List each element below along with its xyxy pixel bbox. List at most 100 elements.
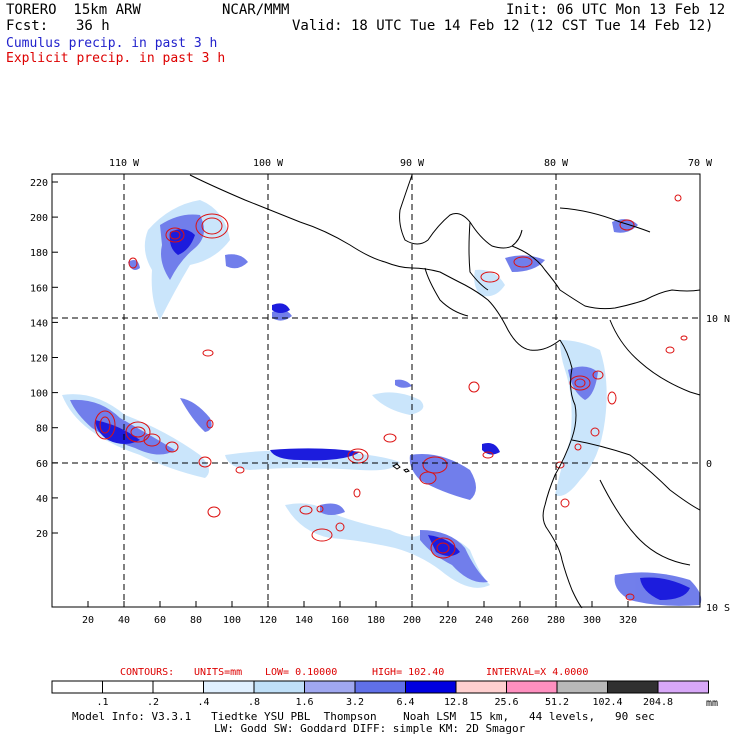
precip-area: [128, 260, 140, 270]
colorbar-swatch: [304, 680, 356, 694]
legend-explicit: Explicit precip. in past 3 h: [6, 51, 226, 66]
colorbar-swatch: [203, 680, 255, 694]
precip-contour: [468, 381, 480, 393]
coastline-yucatan: [469, 221, 523, 249]
colorbar-swatch: [405, 680, 457, 694]
colorbar-swatch: [455, 680, 507, 694]
border-3: [571, 439, 701, 511]
border-4: [609, 319, 701, 396]
model-info-line2: LW: Godd SW: Goddard DIFF: simple KM: 2D…: [214, 722, 526, 735]
precip-contour: [680, 335, 688, 341]
model-info-line1: Model Info: V3.3.1 Tiedtke YSU PBL Thomp…: [72, 710, 655, 723]
colorbar-label: 204.8: [643, 697, 673, 708]
precip-contour: [311, 528, 333, 542]
precip-contour: [206, 419, 214, 429]
precip-contour: [299, 505, 313, 515]
forecast-hours: 36 h: [76, 18, 110, 34]
colorbar-swatch: [102, 680, 154, 694]
border-5: [599, 479, 691, 566]
x-tick-label: 180: [367, 615, 385, 626]
precip-contour: [422, 456, 448, 474]
precip-contour: [430, 537, 456, 559]
precip-contour: [619, 219, 635, 231]
valid-time: Valid: 18 UTC Tue 14 Feb 12 (12 CST Tue …: [292, 18, 714, 34]
precip-contour: [482, 451, 494, 459]
colorbar-label: 102.4: [592, 697, 622, 708]
precip-contour: [130, 426, 146, 438]
lat-label: 10 N: [706, 314, 730, 325]
precip-area: [372, 392, 424, 415]
colorbar-label: 6.4: [396, 697, 414, 708]
precip-contour: [202, 349, 214, 357]
precip-area: [395, 379, 412, 388]
colorbar-label: .1: [96, 697, 108, 708]
x-tick-label: 40: [118, 615, 130, 626]
precip-contour: [574, 443, 582, 451]
precip-contour: [625, 593, 635, 601]
x-tick-label: 240: [475, 615, 493, 626]
colorbar-swatch: [152, 680, 204, 694]
x-tick-label: 280: [547, 615, 565, 626]
lat-label: 0: [706, 459, 712, 470]
precip-contour: [383, 433, 397, 443]
precip-area: [180, 398, 212, 432]
precip-contour: [352, 451, 364, 461]
precip-contour: [513, 256, 533, 268]
precip-contour: [201, 217, 223, 235]
x-tick-label: 160: [331, 615, 349, 626]
model-name: TORERO 15km ARW: [6, 2, 141, 18]
x-tick-label: 140: [295, 615, 313, 626]
lon-label: 80 W: [544, 158, 569, 169]
lon-label: 110 W: [109, 158, 140, 169]
coastline-colombia: [542, 339, 583, 609]
precip-area: [555, 340, 607, 496]
lon-label: 100 W: [253, 158, 284, 169]
forecast-label: Fcst:: [6, 18, 49, 34]
x-tick-label: 20: [82, 615, 94, 626]
precip-contour: [353, 488, 361, 498]
y-tick-label: 200: [30, 213, 48, 224]
precip-contour: [480, 271, 500, 283]
x-tick-label: 200: [403, 615, 421, 626]
precip-area: [640, 577, 690, 600]
precip-area: [409, 454, 476, 500]
precip-contour: [674, 194, 682, 202]
y-tick-label: 140: [30, 318, 48, 329]
precip-area: [568, 366, 598, 400]
precip-contour: [143, 433, 161, 447]
colorbar-label: 25.6: [494, 697, 518, 708]
y-tick-label: 160: [30, 283, 48, 294]
x-tick-label: 100: [223, 615, 241, 626]
colorbar-swatch: [506, 680, 558, 694]
precip-area: [225, 450, 400, 471]
colorbar-swatch: [607, 680, 659, 694]
precip-contour: [198, 456, 212, 468]
colorbar-label: 1.6: [295, 697, 313, 708]
x-tick-label: 80: [190, 615, 202, 626]
graticule: [52, 174, 700, 607]
precip-contour: [665, 346, 675, 354]
colorbar-swatch: [657, 680, 709, 694]
lat-label: 10 S: [706, 603, 730, 614]
precip-area: [320, 503, 345, 515]
coastlines: [189, 174, 701, 609]
colorbar-unit: mm: [706, 698, 718, 709]
x-tick-label: 300: [583, 615, 601, 626]
precip-contour: [592, 370, 604, 380]
x-tick-label: 320: [619, 615, 637, 626]
colorbar-label: 3.2: [346, 697, 364, 708]
precip-area: [169, 229, 195, 255]
colorbar-label: .4: [197, 697, 209, 708]
contours-high: HIGH= 102.40: [372, 667, 445, 678]
lon-label: 90 W: [400, 158, 425, 169]
colorbar-label: 12.8: [444, 697, 468, 708]
legend-cumulus: Cumulus precip. in past 3 h: [6, 36, 218, 51]
cumulus-shading: [62, 200, 702, 606]
island-cuba: [559, 207, 651, 233]
precip-contour: [590, 427, 600, 437]
precip-contour: [574, 378, 586, 388]
colorbar-label: .2: [147, 697, 159, 708]
precip-contour: [165, 441, 179, 453]
precip-contour: [335, 522, 345, 532]
coastline-caribbean: [511, 245, 646, 310]
